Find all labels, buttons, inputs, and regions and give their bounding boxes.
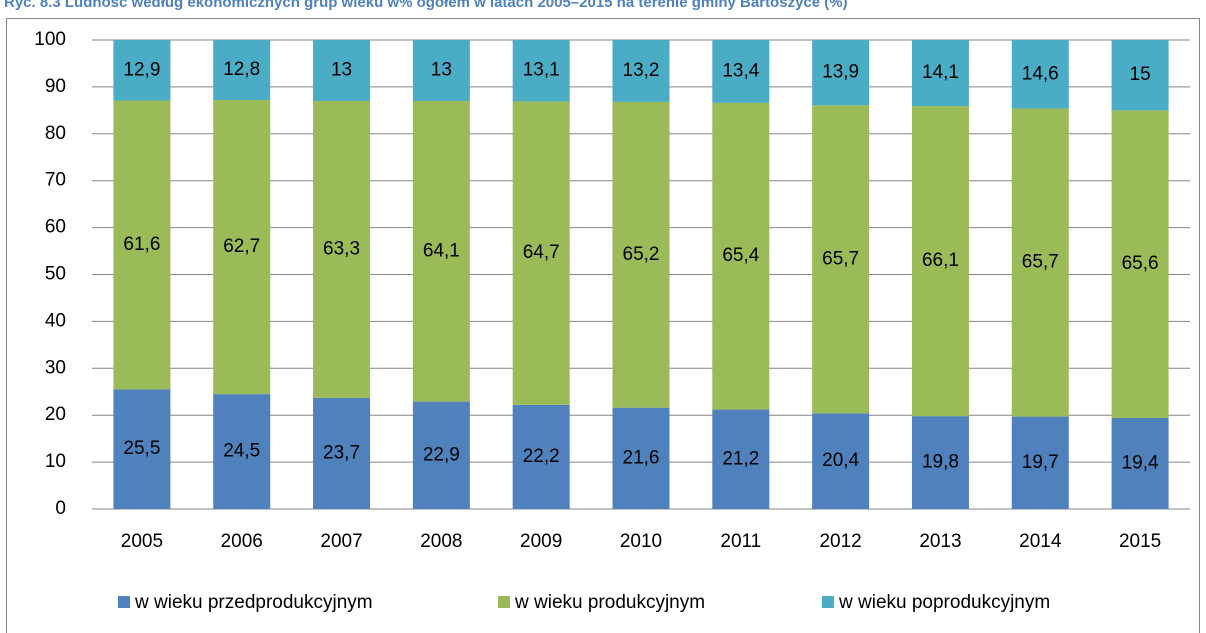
bar-segment bbox=[712, 102, 770, 410]
data-label: 62,7 bbox=[223, 236, 260, 257]
y-tick-label: 40 bbox=[45, 310, 66, 331]
data-label: 14,6 bbox=[1022, 63, 1059, 84]
data-label: 12,8 bbox=[223, 59, 260, 80]
x-tick-label: 2005 bbox=[121, 531, 163, 552]
bar-segment bbox=[512, 40, 570, 102]
y-tick-label: 90 bbox=[45, 76, 66, 97]
data-label: 13,1 bbox=[523, 60, 560, 81]
data-label: 13 bbox=[331, 60, 352, 81]
bar-segment bbox=[812, 40, 870, 106]
data-label: 14,1 bbox=[922, 62, 959, 83]
x-tick-label: 2009 bbox=[520, 531, 562, 552]
bar-segment bbox=[512, 101, 570, 405]
data-label: 61,6 bbox=[123, 234, 160, 255]
chart-title: Ryc. 8.3 Ludność według ekonomicznych gr… bbox=[4, 0, 848, 11]
bar-segment bbox=[313, 40, 371, 101]
data-label: 20,4 bbox=[822, 450, 859, 471]
data-label: 65,6 bbox=[1122, 253, 1159, 274]
bar-segment bbox=[412, 100, 470, 402]
data-label: 64,1 bbox=[423, 240, 460, 261]
bar-segment bbox=[911, 416, 969, 509]
data-label: 21,6 bbox=[623, 447, 660, 468]
y-tick-label: 70 bbox=[45, 170, 66, 191]
bar-segment bbox=[412, 401, 470, 509]
legend-label: w wieku produkcyjnym bbox=[514, 592, 705, 613]
bar-segment bbox=[1111, 418, 1169, 509]
data-label: 19,8 bbox=[922, 452, 959, 473]
bar-segment bbox=[1111, 110, 1169, 419]
bar-segment bbox=[612, 101, 670, 408]
bar-segment bbox=[113, 100, 171, 390]
data-label: 13 bbox=[431, 60, 452, 81]
chart-border bbox=[6, 18, 1200, 633]
data-label: 63,3 bbox=[323, 238, 360, 259]
x-tick-label: 2007 bbox=[320, 531, 362, 552]
data-label: 22,2 bbox=[523, 446, 560, 467]
y-tick-label: 0 bbox=[55, 498, 66, 519]
bar-segment bbox=[213, 100, 271, 395]
data-label: 21,2 bbox=[722, 448, 759, 469]
bar-segment bbox=[412, 40, 470, 101]
bar-segment bbox=[812, 105, 870, 414]
bar-segment bbox=[612, 40, 670, 102]
data-label: 15 bbox=[1130, 64, 1151, 85]
y-tick-label: 80 bbox=[45, 123, 66, 144]
x-tick-label: 2014 bbox=[1019, 531, 1062, 552]
data-label: 12,9 bbox=[123, 59, 160, 80]
legend-label: w wieku poprodukcyjnym bbox=[838, 592, 1050, 613]
bar-segment bbox=[1111, 40, 1169, 111]
bar-segment bbox=[313, 397, 371, 509]
y-tick-label: 100 bbox=[34, 29, 66, 50]
y-tick-label: 50 bbox=[45, 264, 66, 285]
data-label: 24,5 bbox=[223, 441, 260, 462]
bar-segment bbox=[911, 40, 969, 107]
x-tick-label: 2015 bbox=[1119, 531, 1161, 552]
bar-segment bbox=[1011, 416, 1069, 509]
bar-segment bbox=[313, 100, 371, 398]
bar-segment bbox=[113, 389, 171, 509]
bar-segment bbox=[812, 413, 870, 509]
data-label: 66,1 bbox=[922, 250, 959, 271]
data-label: 65,2 bbox=[623, 244, 660, 265]
data-label: 65,7 bbox=[822, 248, 859, 269]
data-label: 19,7 bbox=[1022, 452, 1059, 473]
bar-segment bbox=[712, 40, 770, 103]
legend-swatch bbox=[118, 596, 130, 608]
legend-label: w wieku przedprodukcyjnym bbox=[134, 592, 373, 613]
data-label: 65,4 bbox=[722, 245, 759, 266]
x-tick-label: 2006 bbox=[221, 531, 263, 552]
y-tick-label: 60 bbox=[45, 217, 66, 238]
data-label: 13,9 bbox=[822, 62, 859, 83]
y-tick-label: 10 bbox=[45, 451, 66, 472]
data-label: 64,7 bbox=[523, 242, 560, 263]
x-tick-label: 2011 bbox=[720, 531, 761, 552]
data-label: 13,4 bbox=[722, 60, 759, 81]
bar-segment bbox=[213, 394, 271, 509]
x-tick-label: 2010 bbox=[620, 531, 662, 552]
data-label: 23,7 bbox=[323, 442, 360, 463]
data-label: 22,9 bbox=[423, 444, 460, 465]
data-label: 65,7 bbox=[1022, 252, 1059, 273]
x-tick-label: 2012 bbox=[819, 531, 861, 552]
x-tick-label: 2013 bbox=[919, 531, 961, 552]
y-tick-label: 20 bbox=[45, 404, 66, 425]
data-label: 25,5 bbox=[123, 438, 160, 459]
bar-segment bbox=[1011, 108, 1069, 417]
bar-segment bbox=[512, 404, 570, 509]
bar-segment bbox=[113, 40, 171, 101]
legend-swatch bbox=[498, 596, 510, 608]
x-tick-label: 2008 bbox=[420, 531, 462, 552]
legend-swatch bbox=[822, 596, 834, 608]
bar-segment bbox=[612, 407, 670, 509]
bar-segment bbox=[1011, 40, 1069, 109]
bar-segment bbox=[213, 40, 271, 101]
y-tick-label: 30 bbox=[45, 357, 66, 378]
data-label: 13,2 bbox=[623, 60, 660, 81]
bar-segment bbox=[712, 409, 770, 509]
data-label: 19,4 bbox=[1122, 453, 1159, 474]
bar-segment bbox=[911, 106, 969, 417]
